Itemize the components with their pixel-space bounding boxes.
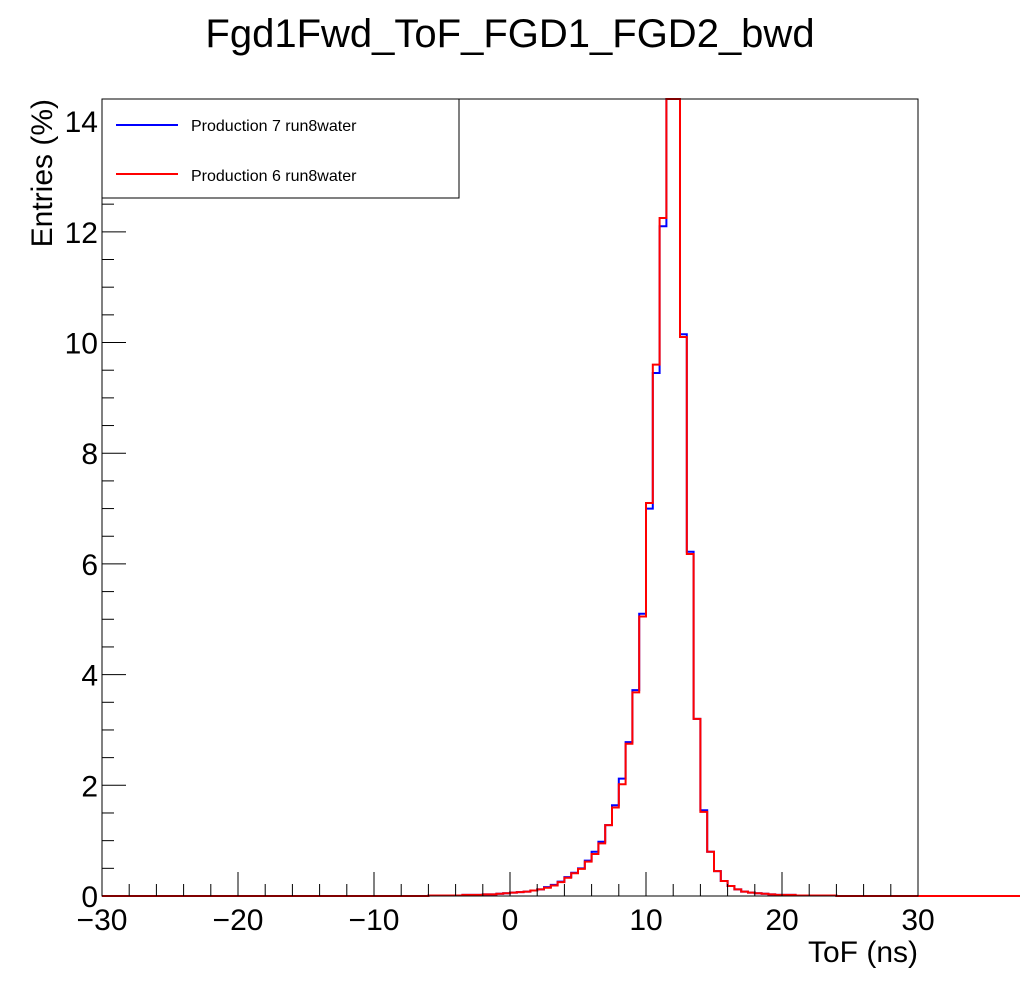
y-tick-label: 4 xyxy=(81,660,98,693)
y-tick-label: 14 xyxy=(65,106,98,139)
y-tick-label: 2 xyxy=(81,770,98,803)
series-group xyxy=(102,98,1020,897)
series-line-1 xyxy=(102,98,1020,897)
y-tick-label: 6 xyxy=(81,549,98,582)
x-tick-label: −10 xyxy=(349,904,400,937)
plot-frame xyxy=(101,98,919,897)
legend-box xyxy=(101,98,460,199)
y-axis-label: Entries (%) xyxy=(26,99,59,247)
ticks-group xyxy=(101,120,919,897)
x-axis-label: ToF (ns) xyxy=(808,936,918,969)
legend-label-prod6: Production 6 run8water xyxy=(191,168,357,185)
x-tick-label: 20 xyxy=(765,904,798,937)
y-tick-label: 8 xyxy=(81,438,98,471)
x-tick-label: 0 xyxy=(502,904,519,937)
x-tick-label: −30 xyxy=(77,904,128,937)
x-tick-label: 10 xyxy=(629,904,662,937)
legend: Production 7 run8water Production 6 run8… xyxy=(101,98,460,199)
y-tick-label: 0 xyxy=(81,881,98,914)
tick-labels-group: −30 −20 −10 0 10 20 30 0 2 4 6 8 10 12 14 xyxy=(65,106,935,937)
x-tick-label: −20 xyxy=(213,904,264,937)
y-tick-label: 12 xyxy=(65,217,98,250)
x-tick-label: 30 xyxy=(901,904,934,937)
chart-title: Fgd1Fwd_ToF_FGD1_FGD2_bwd xyxy=(205,12,814,56)
series-line-0 xyxy=(102,98,1020,897)
y-tick-label: 10 xyxy=(65,328,98,361)
legend-label-prod7: Production 7 run8water xyxy=(191,118,357,135)
